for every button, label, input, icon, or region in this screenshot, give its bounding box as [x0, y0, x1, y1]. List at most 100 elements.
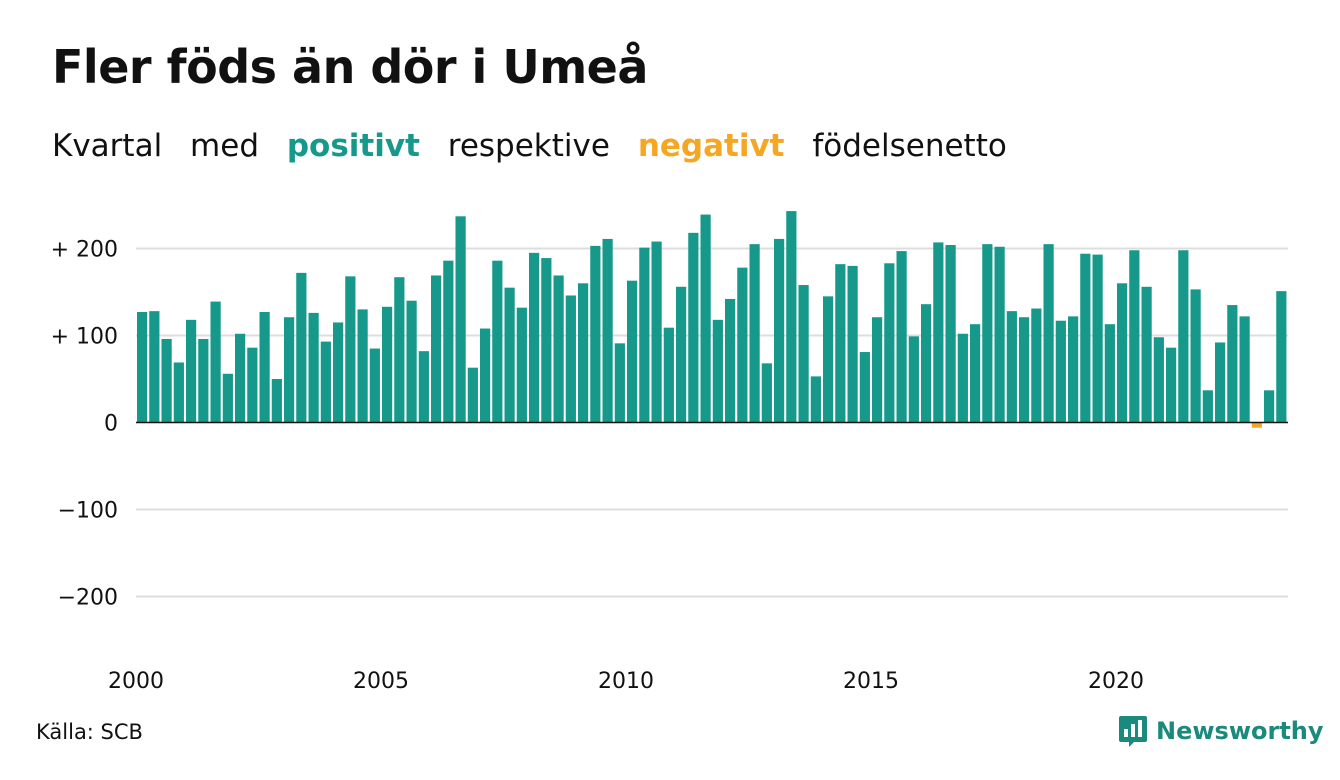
bar-positive [296, 272, 307, 423]
bar-positive [492, 260, 503, 423]
bar-positive [847, 265, 858, 423]
bar-positive [406, 300, 417, 423]
bar-positive [1215, 342, 1226, 423]
y-tick-label: −100 [58, 499, 118, 524]
bar-positive [1080, 253, 1091, 423]
source-label: Källa: SCB [36, 720, 143, 744]
bar-positive [345, 276, 356, 423]
bar-positive [725, 298, 736, 423]
bar-positive [835, 264, 846, 423]
bar-positive [982, 244, 993, 423]
bar-positive [1166, 347, 1177, 423]
bar-positive [553, 275, 564, 423]
y-axis-ticks: + 200 + 100 0 −100 −200 [51, 238, 118, 611]
bar-positive [602, 238, 613, 423]
bar-positive [1068, 316, 1079, 423]
y-tick-label: + 100 [51, 325, 118, 350]
bar-positive [908, 336, 919, 423]
brand-logo: Newsworthy [1118, 713, 1324, 749]
bar-positive [578, 283, 589, 423]
bar-positive [1178, 250, 1189, 423]
bar-positive [676, 286, 687, 423]
bar-positive [970, 324, 981, 423]
bar-positive [259, 312, 270, 423]
bar-positive [994, 246, 1005, 423]
bar-positive [859, 352, 870, 423]
bar-positive [1031, 308, 1042, 423]
bar-positive [394, 277, 405, 423]
bar-positive [786, 211, 797, 423]
bar-positive [1129, 250, 1140, 423]
bar-positive [933, 242, 944, 423]
bar-positive [921, 304, 932, 423]
subtitle-text-respektive: respektive [447, 128, 610, 164]
bar-positive [957, 333, 968, 423]
subtitle-negative-label: negativt [637, 128, 785, 164]
bar-positive [1153, 337, 1164, 423]
bar-positive [382, 306, 393, 423]
bar-positive [614, 343, 625, 423]
x-tick-label: 2020 [1088, 669, 1144, 694]
subtitle-text-fodelsenetto: födelsenetto [812, 128, 1007, 164]
bar-positive [1141, 286, 1152, 423]
x-tick-label: 2015 [843, 669, 899, 694]
bar-positive [749, 244, 760, 423]
x-tick-label: 2010 [598, 669, 654, 694]
bar-positive [1190, 289, 1201, 423]
bar-positive [186, 319, 197, 423]
bar-positive [504, 287, 515, 423]
bar-positive [663, 327, 674, 423]
bar-positive [320, 341, 331, 423]
x-axis-ticks: 2000 2005 2010 2015 2020 [108, 669, 1144, 694]
brand-name: Newsworthy [1156, 717, 1324, 745]
bar-positive [357, 309, 368, 423]
bar-positive [247, 347, 258, 423]
bar-positive [1092, 254, 1103, 423]
bar-positive [774, 238, 785, 423]
bar-positive [137, 312, 148, 423]
bar-positive [333, 322, 344, 423]
y-tick-label: + 200 [51, 238, 118, 263]
bar-positive [651, 241, 662, 423]
subtitle-positive-label: positivt [286, 128, 420, 164]
bar-positive [418, 351, 429, 423]
bar-positive [712, 319, 723, 423]
x-tick-label: 2000 [108, 669, 164, 694]
bar-positive [1276, 291, 1287, 423]
bar-positive [1043, 244, 1054, 423]
bar-negative [1251, 422, 1262, 428]
bar-positive [810, 376, 821, 423]
bar-positive [872, 317, 883, 423]
bar-positive [945, 245, 956, 423]
bar-positive [896, 251, 907, 423]
bar-positive [823, 296, 834, 423]
bar-positive [1117, 283, 1128, 423]
bar-positive [1227, 305, 1238, 423]
bar-positive [798, 285, 809, 423]
bar-positive [700, 214, 711, 423]
bar-positive [688, 232, 699, 423]
bar-positive [1055, 320, 1066, 423]
bar-positive [1104, 324, 1115, 423]
bar-positive [284, 317, 295, 423]
bar-positive [271, 379, 282, 423]
chart-title: Fler föds än dör i Umeå [52, 40, 648, 94]
y-tick-label: −200 [58, 586, 118, 611]
subtitle-text-med: med [190, 128, 259, 164]
bar-positive [1239, 316, 1250, 423]
bar-positive [431, 275, 442, 423]
bar-positive [1019, 317, 1030, 423]
bar-positive [235, 333, 246, 423]
bar-positive [639, 247, 650, 423]
bar-positive [210, 301, 221, 423]
bar-positive [516, 307, 527, 423]
bar-positive [480, 328, 491, 423]
bar-positive [467, 367, 478, 423]
chart-subtitle: Kvartal med positivt respektive negativt… [52, 128, 1025, 164]
bar-positive [1202, 390, 1213, 423]
bar-positive [627, 280, 638, 423]
bar-positive [1006, 311, 1017, 423]
bar-positive [590, 245, 601, 423]
y-tick-label: 0 [104, 412, 118, 437]
